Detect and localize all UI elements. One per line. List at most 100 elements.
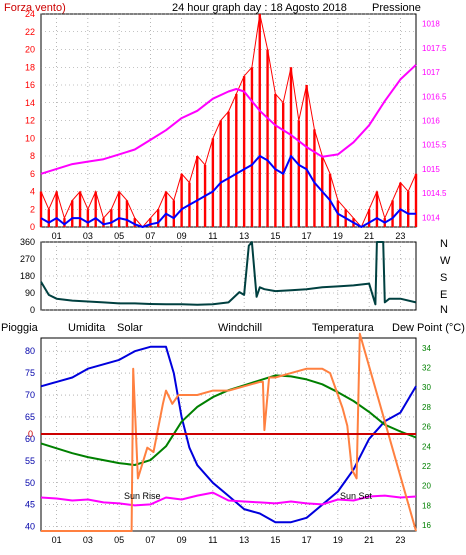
windchill-label: Windchill xyxy=(218,322,262,334)
dew_point-line xyxy=(40,491,417,507)
x-tick-label: 15 xyxy=(270,231,280,241)
x-tick-label: 07 xyxy=(145,231,155,241)
y-left-tick-label: 16 xyxy=(25,80,35,90)
y-right-tick-label: 18 xyxy=(422,501,431,510)
y-left-tick-label: 60 xyxy=(25,434,35,444)
y-left-tick-label: 10 xyxy=(25,133,35,143)
y-left-tick-label: 180 xyxy=(20,271,35,281)
y-left-tick-label: 90 xyxy=(25,288,35,298)
y-right-tick-label: 22 xyxy=(422,462,431,471)
y-left-tick-label: 40 xyxy=(25,522,35,532)
temperature-label: Temperatura xyxy=(312,322,375,334)
y-left-tick-label: 65 xyxy=(25,412,35,422)
x-tick-label: 19 xyxy=(333,231,343,241)
compass-label-n: N xyxy=(440,304,448,316)
x-tick-label: 11 xyxy=(208,535,217,545)
x-tick-label: 01 xyxy=(52,231,62,241)
x-tick-label: 11 xyxy=(208,231,217,241)
y-right-tick-label: 24 xyxy=(422,442,431,451)
wind-axis-label: Forza vento) xyxy=(4,2,66,14)
x-tick-label: 09 xyxy=(177,231,187,241)
compass-label-e: E xyxy=(440,289,447,301)
y-left-tick-label: 50 xyxy=(25,478,35,488)
y-left-tick-label: 80 xyxy=(25,346,35,356)
x-tick-label: 17 xyxy=(302,231,312,241)
x-tick-label: 17 xyxy=(302,535,312,545)
y-left-tick-label: 360 xyxy=(20,237,35,247)
y-left-tick-label: 22 xyxy=(25,27,35,37)
compass-label-n: N xyxy=(440,238,448,250)
sunrise-label: Sun Rise xyxy=(124,491,161,501)
wind_direction-line xyxy=(40,241,417,306)
x-tick-label: 13 xyxy=(239,231,249,241)
y-right-tick-label: 1017 xyxy=(422,68,440,77)
y-left-tick-label: 270 xyxy=(20,254,35,264)
y-left-tick-label: 2 xyxy=(30,204,35,214)
compass-label-w: W xyxy=(440,255,451,267)
y-right-tick-label: 1016.5 xyxy=(422,92,447,101)
y-left-tick-label: 8 xyxy=(30,151,35,161)
y-right-tick-label: 1015 xyxy=(422,165,440,174)
y-right-tick-label: 20 xyxy=(422,482,431,491)
x-tick-label: 21 xyxy=(364,535,374,545)
wind-direction-series xyxy=(40,241,417,306)
x-tick-label: 01 xyxy=(52,535,62,545)
x-tick-label: 23 xyxy=(395,231,405,241)
x-tick-label: 19 xyxy=(333,535,343,545)
solar-line xyxy=(41,332,417,532)
y-left-tick-label: 4 xyxy=(30,187,35,197)
solar-label: Solar xyxy=(117,322,143,334)
humidity-temperature-ticks: 01 03 05 07 09 11 13 15 17 19 21 23 40 45 50 55 60 65 70 75… xyxy=(25,344,431,545)
y-left-tick-label: 0 xyxy=(30,222,35,232)
x-tick-label: 13 xyxy=(239,535,249,545)
y-left-tick-label: 20 xyxy=(25,45,35,55)
y-left-tick-label: 6 xyxy=(30,169,35,179)
y-left-tick-label: 75 xyxy=(25,368,35,378)
x-tick-label: 05 xyxy=(114,231,124,241)
x-tick-label: 05 xyxy=(114,535,124,545)
x-tick-label: 09 xyxy=(177,535,187,545)
sunset-label: Sun Set xyxy=(340,491,373,501)
y-right-tick-label: 1014.5 xyxy=(422,189,447,198)
x-tick-label: 15 xyxy=(270,535,280,545)
compass-label-s: S xyxy=(440,272,447,284)
y-right-tick-label: 26 xyxy=(422,423,431,432)
humidity-temperature-series xyxy=(40,332,417,532)
chart-title: 24 hour graph day : 18 Agosto 2018 xyxy=(172,2,347,14)
y-right-tick-label: 30 xyxy=(422,383,431,392)
y-right-tick-label: 1015.5 xyxy=(422,141,447,150)
x-tick-label: 03 xyxy=(83,535,93,545)
y-left-tick-label: 55 xyxy=(25,456,35,466)
y-right-tick-label: 32 xyxy=(422,364,431,373)
y-left-tick-label: 14 xyxy=(25,98,35,108)
y-right-tick-label: 1018 xyxy=(422,20,440,29)
y-right-tick-label: 1017.5 xyxy=(422,44,447,53)
y-left-tick-label: 0 xyxy=(30,305,35,315)
y-right-tick-label: 28 xyxy=(422,403,431,412)
humidity-line xyxy=(40,345,417,524)
x-tick-label: 03 xyxy=(83,231,93,241)
wind-line xyxy=(40,13,417,228)
rain-label: Pioggia xyxy=(1,322,39,334)
wind_gust-line xyxy=(40,155,416,228)
dew-point-label: Dew Point (°C) xyxy=(392,322,465,334)
y-left-tick-label: 24 xyxy=(25,9,35,19)
y-left-tick-label: 18 xyxy=(25,62,35,72)
pressure-line xyxy=(40,64,417,175)
y-right-tick-label: 34 xyxy=(422,344,431,353)
pressure-axis-label: Pressione xyxy=(372,2,421,14)
y-right-tick-label: 1016 xyxy=(422,117,440,126)
wind-pressure-series xyxy=(39,13,418,228)
humidity-label: Umidita xyxy=(68,322,106,334)
y-right-tick-label: 1014 xyxy=(422,213,440,222)
rain-zero-label: 0 xyxy=(28,429,33,439)
wind-pressure-ticks: 01 03 05 07 09 11 13 15 17 19 21 230246810121416182… xyxy=(25,9,447,241)
x-tick-label: 23 xyxy=(395,535,405,545)
x-tick-label: 07 xyxy=(145,535,155,545)
y-left-tick-label: 12 xyxy=(25,116,35,126)
y-left-tick-label: 45 xyxy=(25,500,35,510)
y-left-tick-label: 70 xyxy=(25,390,35,400)
y-right-tick-label: 16 xyxy=(422,521,431,530)
